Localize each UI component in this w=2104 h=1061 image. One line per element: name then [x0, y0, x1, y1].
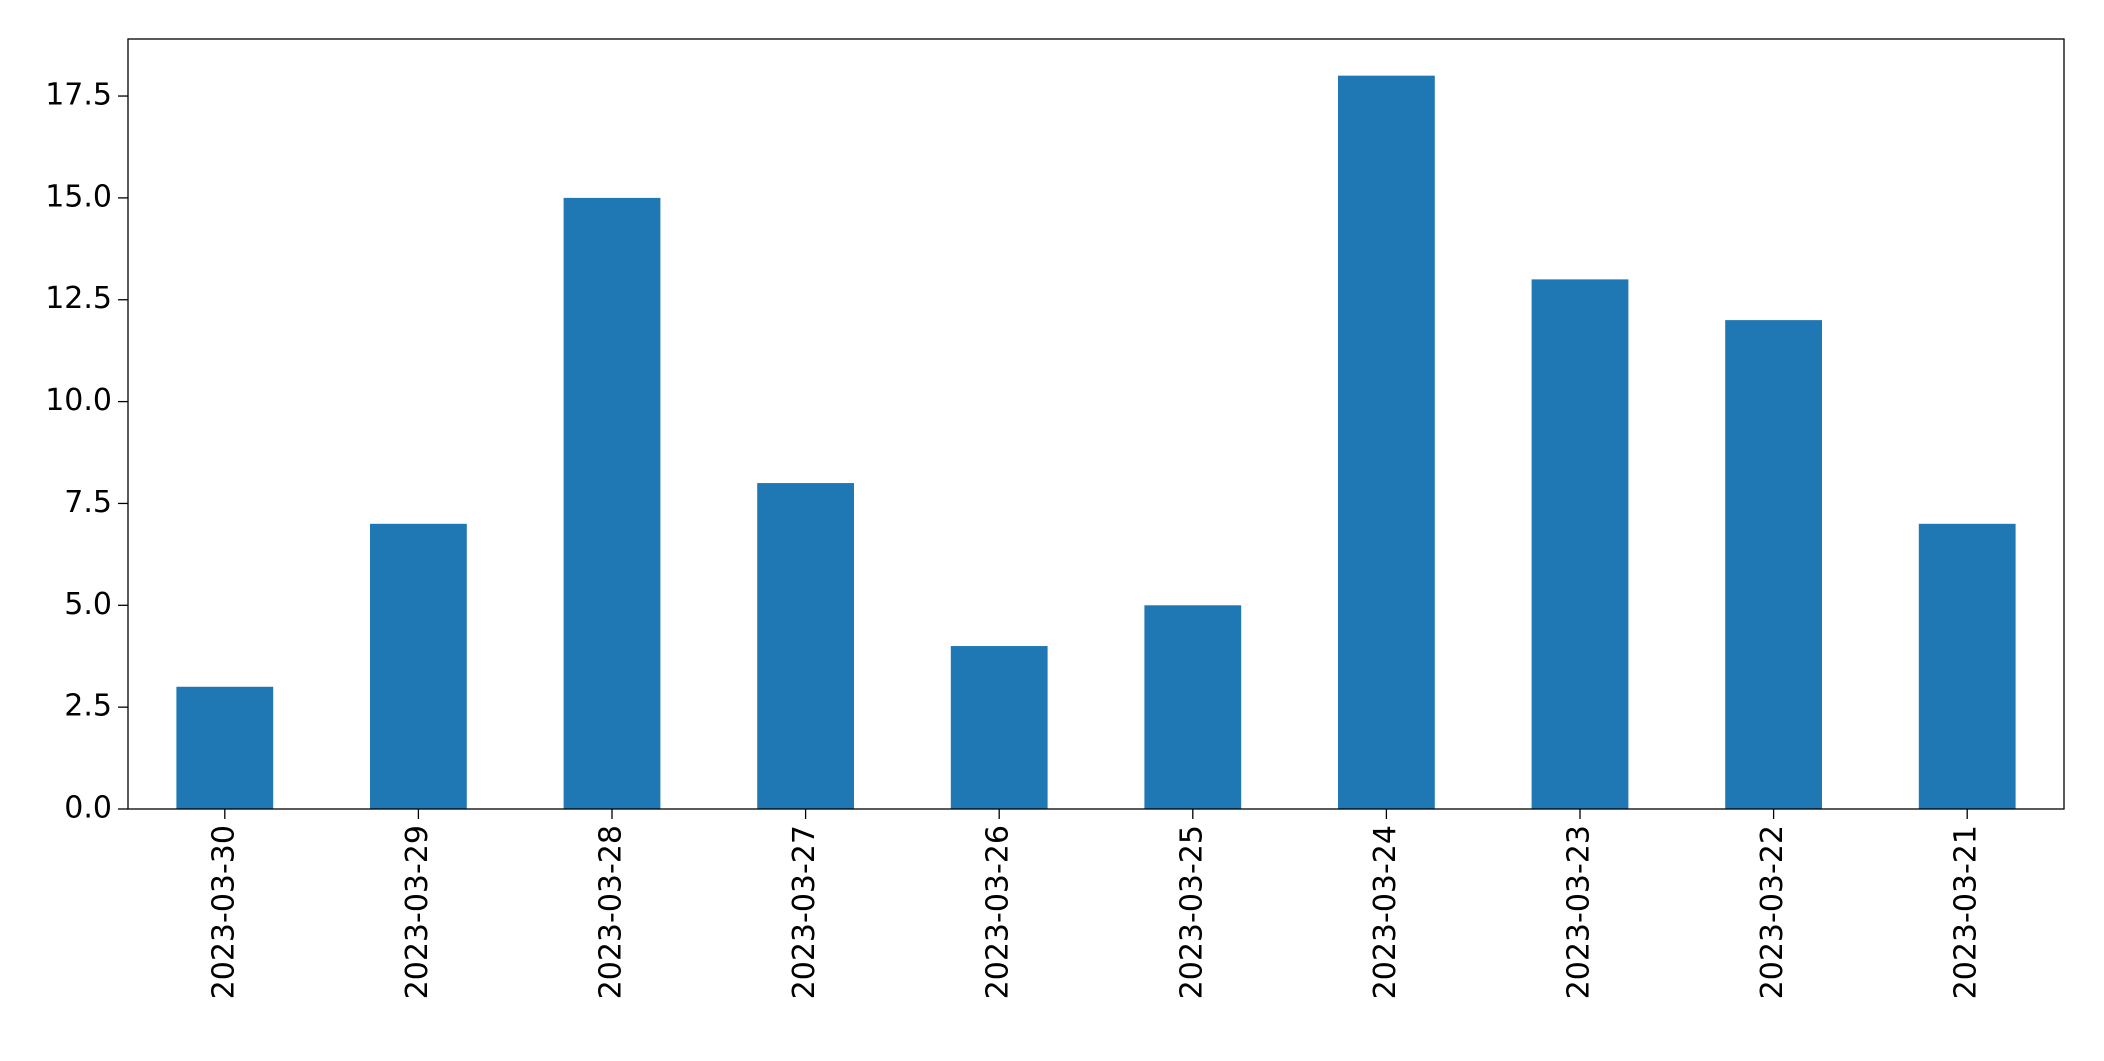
y-tick-label: 5.0: [64, 587, 112, 622]
bar: [757, 483, 854, 809]
x-tick-label: 2023-03-23: [1562, 825, 1597, 999]
y-tick-label: 7.5: [64, 485, 112, 520]
x-tick-label: 2023-03-27: [787, 825, 822, 999]
bar: [1725, 320, 1822, 809]
y-tick-label: 12.5: [45, 281, 112, 316]
bar: [563, 197, 661, 809]
bar: [950, 646, 1048, 809]
bar: [176, 686, 274, 809]
y-tick-label: 0.0: [64, 791, 112, 826]
x-tick-label: 2023-03-25: [1174, 825, 1209, 999]
bar: [1144, 605, 1242, 809]
y-tick-label: 15.0: [45, 179, 112, 214]
x-tick-label: 2023-03-28: [594, 825, 629, 999]
bar: [370, 523, 467, 809]
y-tick-label: 2.5: [64, 689, 112, 724]
y-tick-label: 10.0: [45, 383, 112, 418]
bar: [1338, 75, 1435, 809]
y-tick-label: 17.5: [45, 78, 112, 113]
x-tick-label: 2023-03-26: [981, 825, 1016, 999]
plot-frame: [127, 38, 2065, 810]
x-tick-label: 2023-03-21: [1949, 825, 1984, 999]
bar: [1531, 279, 1629, 809]
x-tick-label: 2023-03-30: [206, 825, 241, 999]
x-tick-label: 2023-03-29: [400, 825, 435, 999]
bar: [1918, 523, 2016, 809]
x-tick-label: 2023-03-24: [1368, 825, 1403, 999]
x-tick-label: 2023-03-22: [1755, 825, 1790, 999]
